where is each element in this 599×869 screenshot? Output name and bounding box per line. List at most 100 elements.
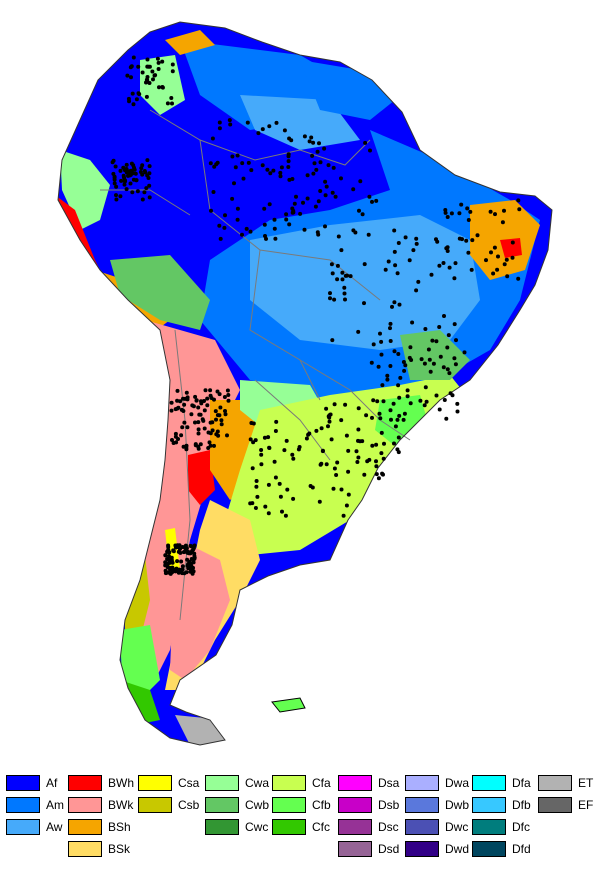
station-dot	[196, 427, 201, 432]
station-dot	[122, 182, 127, 187]
legend-swatch	[272, 797, 306, 813]
legend-label: Csb	[178, 798, 200, 812]
station-dot	[151, 77, 155, 82]
station-dot	[362, 301, 366, 306]
falkland-islands	[271, 697, 306, 713]
station-dot	[324, 184, 329, 189]
station-dot	[193, 420, 197, 425]
station-dot	[339, 176, 343, 181]
station-dot	[138, 170, 143, 174]
station-dot	[317, 141, 321, 146]
station-dot	[500, 220, 505, 225]
station-dot	[319, 461, 324, 466]
station-dot	[166, 544, 171, 549]
station-dot	[324, 406, 329, 411]
station-dot	[150, 69, 155, 74]
station-dot	[284, 438, 289, 443]
station-dot	[323, 224, 327, 229]
station-dot	[131, 102, 136, 107]
station-dot	[250, 466, 255, 471]
station-dot	[464, 238, 469, 243]
legend-label: Dsa	[378, 776, 400, 790]
station-dot	[156, 67, 161, 71]
station-dot	[291, 456, 296, 461]
station-dot	[378, 416, 383, 421]
station-dot	[502, 208, 506, 213]
station-dot	[305, 196, 310, 201]
station-dot	[163, 553, 168, 558]
zone-am-guiana	[300, 60, 395, 120]
station-dot	[225, 388, 230, 393]
station-dot	[426, 347, 431, 352]
continent-landmass	[58, 22, 552, 745]
station-dot	[160, 85, 165, 89]
legend-label: Dfd	[512, 842, 531, 856]
station-dot	[142, 190, 147, 195]
station-dot	[380, 471, 385, 476]
station-dot	[198, 442, 203, 447]
station-dot	[208, 420, 213, 425]
station-dot	[208, 388, 213, 393]
station-dot	[184, 546, 189, 551]
station-dot	[215, 389, 220, 394]
legend-swatch	[205, 797, 239, 813]
station-dot	[227, 118, 232, 123]
station-dot	[371, 342, 376, 347]
station-dot	[414, 236, 419, 241]
station-dot	[393, 263, 398, 268]
station-dot	[454, 338, 458, 343]
station-dot	[362, 472, 367, 477]
border-line	[299, 359, 411, 441]
station-dot	[358, 439, 362, 444]
station-dot	[121, 173, 126, 178]
station-dot	[173, 431, 178, 436]
station-dot	[178, 399, 183, 404]
station-dot	[248, 437, 253, 442]
station-dot	[403, 363, 408, 368]
station-dot	[262, 222, 267, 227]
legend-label: Dfc	[512, 820, 530, 834]
station-dot	[167, 554, 172, 559]
station-dot	[289, 138, 294, 143]
border-line	[100, 189, 191, 216]
station-dot	[452, 322, 457, 327]
legend-swatch	[338, 841, 372, 857]
station-dot	[205, 403, 210, 408]
legend-swatch	[6, 819, 40, 835]
station-dot	[196, 431, 201, 436]
station-dot	[333, 194, 338, 199]
station-dot	[273, 429, 278, 433]
station-dot	[388, 364, 393, 368]
station-dot	[245, 120, 250, 125]
station-dot	[191, 565, 195, 570]
station-dot	[202, 426, 207, 431]
legend-swatch	[272, 819, 306, 835]
station-dot	[287, 177, 292, 182]
station-dot	[262, 435, 267, 440]
station-dot	[259, 448, 264, 452]
station-dot	[318, 189, 323, 193]
station-dot	[315, 149, 320, 154]
legend-label: EF	[578, 798, 594, 812]
station-dot	[388, 408, 393, 413]
station-dot	[466, 250, 471, 255]
climate-map	[57, 21, 553, 746]
station-dot	[403, 235, 408, 240]
station-dot	[398, 375, 403, 380]
station-dot	[302, 134, 307, 139]
station-dot	[392, 249, 397, 254]
station-dot	[284, 217, 289, 222]
station-dot	[402, 368, 407, 373]
station-dot	[419, 357, 424, 362]
station-dot	[203, 388, 208, 393]
station-dot	[225, 433, 229, 438]
station-dot	[177, 543, 182, 548]
station-dot	[341, 513, 346, 518]
station-dot	[183, 396, 187, 401]
station-dot	[405, 388, 410, 393]
station-dot	[370, 199, 374, 204]
station-dot	[327, 419, 332, 424]
station-dot	[348, 274, 353, 279]
station-dot	[427, 357, 432, 362]
station-dot	[371, 398, 376, 403]
